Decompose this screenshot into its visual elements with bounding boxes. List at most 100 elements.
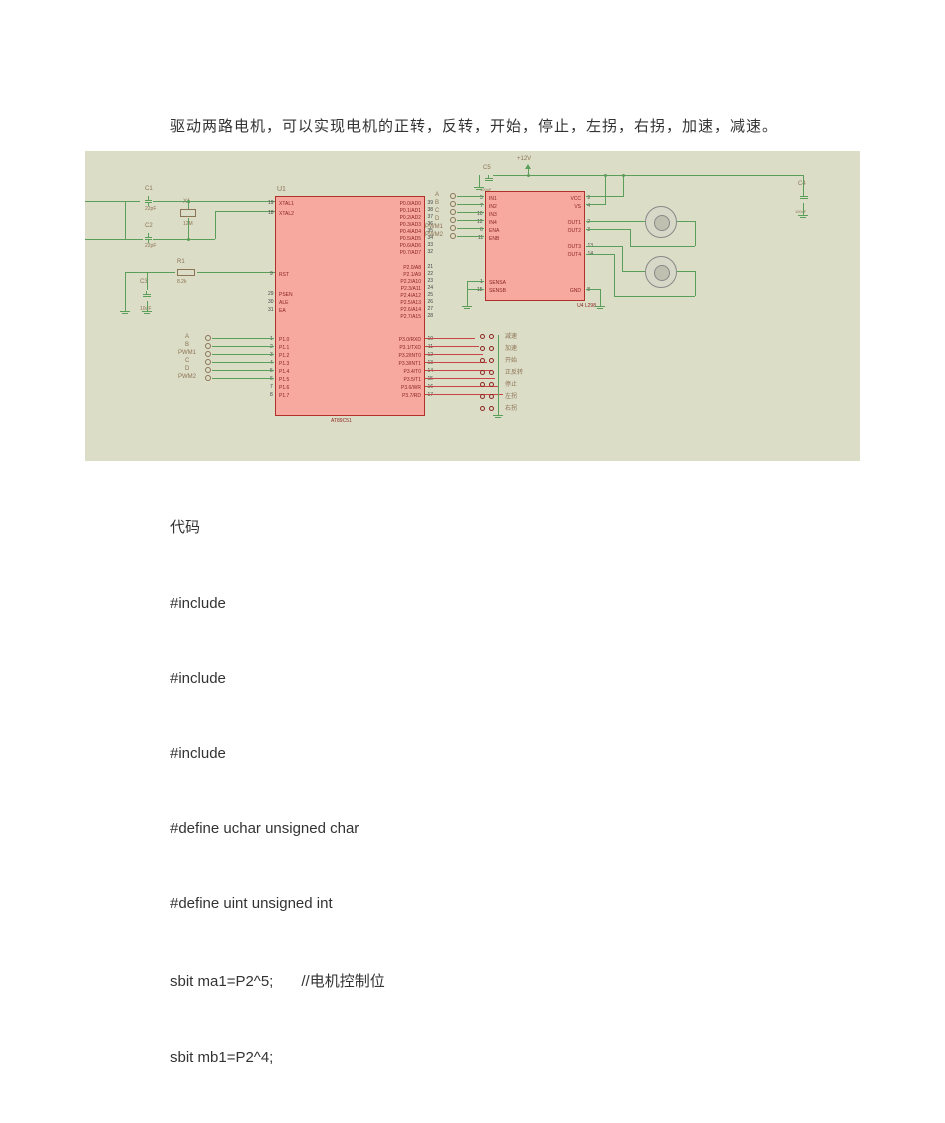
wire-bus: [425, 346, 479, 347]
wire: [85, 201, 140, 202]
pin-label: P2.3/A11: [401, 286, 421, 292]
wire: [212, 354, 274, 355]
wire: [695, 221, 696, 246]
button-icon: [480, 332, 494, 338]
pin-label: VS: [574, 204, 581, 210]
pin-label: P0.2/AD2: [400, 215, 421, 221]
pin-num: 29: [268, 291, 274, 297]
wire: [467, 281, 468, 306]
wire: [212, 346, 274, 347]
pin-num: 3: [270, 352, 273, 358]
net-label: C: [185, 358, 189, 364]
wire: [125, 201, 126, 239]
net-label: A: [185, 334, 189, 340]
pin-label: RST: [279, 272, 289, 278]
c3-body: [143, 291, 151, 299]
wire: [212, 378, 274, 379]
pin-num: 33: [427, 242, 433, 248]
button-icon: [480, 356, 494, 362]
gnd-icon: [474, 187, 484, 193]
wire: [600, 289, 601, 306]
gnd-icon: [595, 306, 605, 312]
net-label: D: [185, 366, 189, 372]
code-line: sbit mb1=P2^4;: [170, 1049, 860, 1066]
terminal: [450, 225, 456, 231]
wire: [677, 271, 695, 272]
wire: [614, 296, 695, 297]
pin-num: 7: [270, 384, 273, 390]
pin-label: P1.0: [279, 337, 289, 343]
terminal: [450, 209, 456, 215]
wire: [125, 239, 143, 240]
pin-num: 21: [427, 264, 433, 270]
wire-bus: [425, 378, 495, 379]
pin-num: 13: [427, 360, 433, 366]
gnd-icon: [493, 415, 503, 421]
u1-label: U1: [277, 186, 286, 193]
pin-num: 22: [427, 271, 433, 277]
pin-num: 3: [587, 227, 590, 233]
pin-label: P1.6: [279, 385, 289, 391]
net-label: D: [435, 216, 439, 222]
pin-label: IN1: [489, 196, 497, 202]
wire: [586, 246, 622, 247]
code-line: #define uint unsigned int: [170, 895, 860, 912]
terminal: [205, 367, 211, 373]
wire: [622, 271, 645, 272]
pin-num: 32: [427, 249, 433, 255]
terminal: [450, 217, 456, 223]
code-comment: //电机控制位: [301, 973, 384, 990]
pin-label: P2.1/A9: [403, 272, 421, 278]
pin-num: 15: [477, 287, 483, 293]
net-label: C: [435, 208, 439, 214]
button-label: 加速: [505, 343, 517, 352]
junction: [187, 200, 190, 203]
wire: [677, 221, 695, 222]
pin-num: 1: [480, 279, 483, 285]
pin-label: P1.7: [279, 393, 289, 399]
c4-value: 100nF: [795, 209, 806, 214]
wire: [586, 254, 614, 255]
u4-label: U4 L298: [577, 303, 596, 309]
button-label: 停止: [505, 379, 517, 388]
pin-label: P2.5/A13: [400, 300, 421, 306]
pin-num: 5: [270, 368, 273, 374]
pin-num: 2: [587, 219, 590, 225]
pin-label: P3.1/TXD: [399, 345, 421, 351]
gnd-icon: [798, 215, 808, 221]
code-line: #include: [170, 595, 860, 612]
pin-num: 15: [427, 376, 433, 382]
wire: [803, 175, 804, 193]
pin-num: 38: [427, 207, 433, 213]
pin-num: 4: [270, 360, 273, 366]
wire: [153, 201, 275, 202]
pin-num: 8: [587, 287, 590, 293]
pin-label: P2.6/A14: [400, 307, 421, 313]
button-icon: [480, 392, 494, 398]
wire: [630, 229, 631, 246]
pin-label: P3.2/INT0: [398, 353, 421, 359]
pin-label: P0.7/AD7: [400, 250, 421, 256]
c4-body: [800, 193, 808, 201]
junction: [604, 174, 607, 177]
wire: [125, 272, 126, 311]
pin-label: P0.0/AD0: [400, 201, 421, 207]
pin-num: 25: [427, 292, 433, 298]
net-label: PWM2: [425, 232, 443, 238]
pin-num: 39: [427, 200, 433, 206]
wire-bus: [425, 338, 475, 339]
pin-label: ALE: [279, 300, 288, 306]
pin-num: 10: [427, 336, 433, 342]
terminal: [205, 359, 211, 365]
wire: [622, 246, 623, 271]
pin-label: IN3: [489, 212, 497, 218]
wire: [623, 175, 803, 176]
code-section: 代码 #include #include #include #define uc…: [170, 516, 860, 1066]
net-label: A: [435, 192, 439, 198]
pin-label: P1.5: [279, 377, 289, 383]
pin-label: P1.2: [279, 353, 289, 359]
pin-label: P0.3/AD3: [400, 222, 421, 228]
wire: [630, 246, 695, 247]
terminal: [205, 375, 211, 381]
wire: [586, 289, 600, 290]
